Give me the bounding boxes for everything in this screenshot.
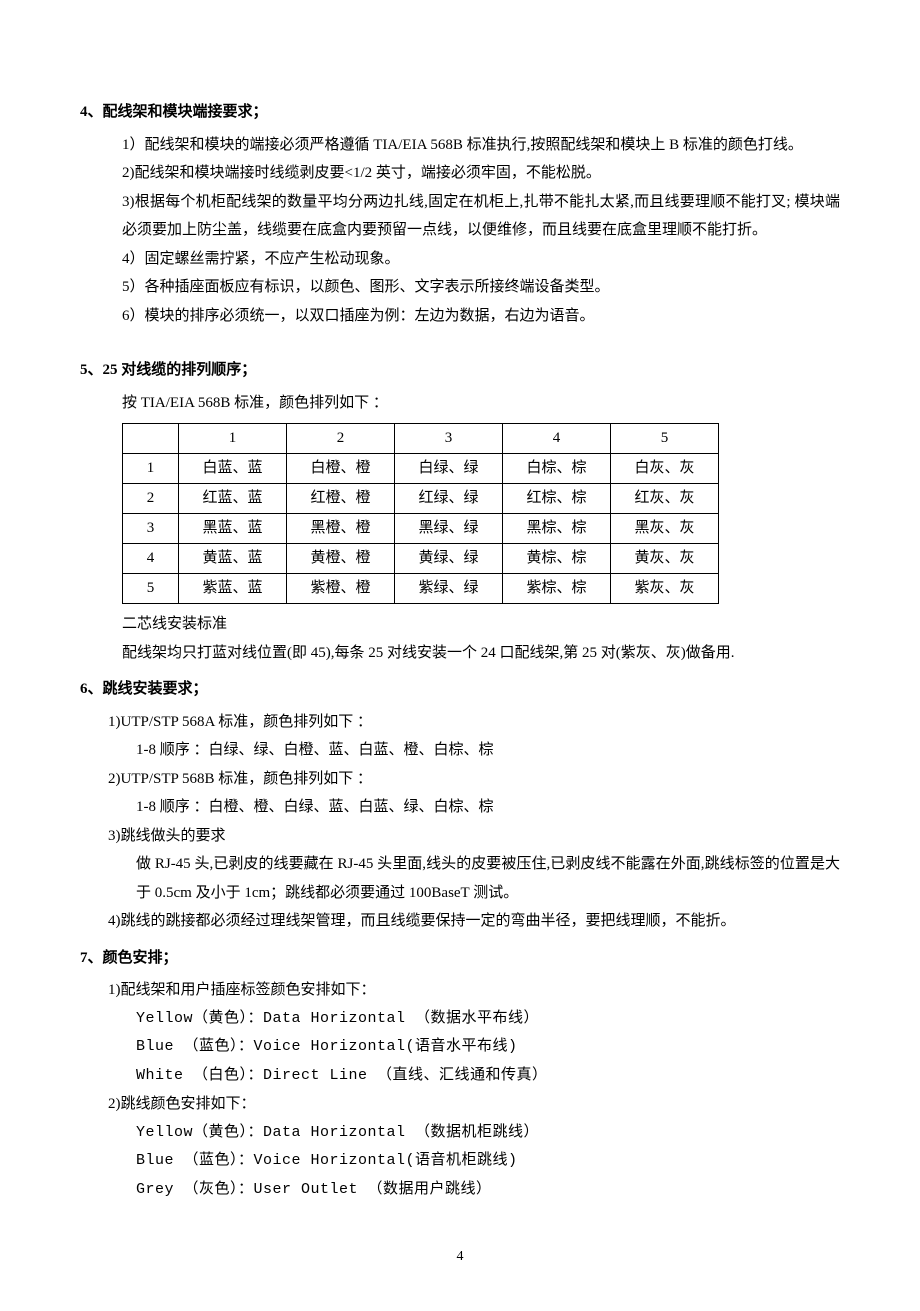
section-7-item: Blue （蓝色）：Voice Horizontal(语音机柜跳线) [136,1147,840,1176]
section-7-item: Grey （灰色）：User Outlet （数据用户跳线） [136,1176,840,1205]
section-6-item: 1-8 顺序 ：白绿、绿、白橙、蓝、白蓝、橙、白棕、棕 [136,736,840,765]
table-cell: 红棕、棕 [503,484,611,514]
section-5-heading: 5、25 对线缆的排列顺序； [80,356,840,385]
section-7-heading: 7、颜色安排； [80,944,840,973]
table-cell: 白橙、橙 [287,454,395,484]
section-7-item: Yellow（黄色）：Data Horizontal （数据机柜跳线） [136,1119,840,1148]
section-4-item: 4）固定螺丝需拧紧，不应产生松动现象。 [122,245,840,274]
table-header-cell: 3 [395,424,503,454]
page-number: 4 [80,1244,840,1271]
table-cell: 黑绿、绿 [395,514,503,544]
section-6-item: 2)UTP/STP 568B 标准，颜色排列如下 ： [108,765,840,794]
table-cell: 3 [123,514,179,544]
table-cell: 紫棕、棕 [503,574,611,604]
table-cell: 5 [123,574,179,604]
table-cell: 黄棕、棕 [503,544,611,574]
table-header-cell: 1 [179,424,287,454]
section-6-item: 1-8 顺序 ：白橙、橙、白绿、蓝、白蓝、绿、白棕、棕 [136,793,840,822]
table-header-cell: 2 [287,424,395,454]
table-cell: 紫橙、橙 [287,574,395,604]
section-5-intro: 按 TIA/EIA 568B 标准，颜色排列如下 ： [122,389,840,418]
table-cell: 白棕、棕 [503,454,611,484]
table-cell: 黑橙、橙 [287,514,395,544]
table-cell: 黄灰、灰 [611,544,719,574]
section-6-item: 3)跳线做头的要求 [108,822,840,851]
table-cell: 白绿、绿 [395,454,503,484]
table-cell: 紫蓝、蓝 [179,574,287,604]
table-cell: 紫绿、绿 [395,574,503,604]
table-header-cell: 4 [503,424,611,454]
table-cell: 红灰、灰 [611,484,719,514]
section-7-item: Yellow（黄色）：Data Horizontal （数据水平布线） [136,1005,840,1034]
table-cell: 白蓝、蓝 [179,454,287,484]
section-4-item: 1）配线架和模块的端接必须严格遵循 TIA/EIA 568B 标准执行,按照配线… [122,131,840,160]
table-row: 5紫蓝、蓝紫橙、橙紫绿、绿紫棕、棕紫灰、灰 [123,574,719,604]
table-cell: 黑蓝、蓝 [179,514,287,544]
table-cell: 红蓝、蓝 [179,484,287,514]
section-4-item: 6）模块的排序必须统一，以双口插座为例：左边为数据，右边为语音。 [122,302,840,331]
section-7-item: Blue （蓝色）：Voice Horizontal(语音水平布线) [136,1033,840,1062]
color-sequence-table: 12345 1白蓝、蓝白橙、橙白绿、绿白棕、棕白灰、灰2红蓝、蓝红橙、橙红绿、绿… [122,423,719,604]
table-cell: 黑灰、灰 [611,514,719,544]
section-4-item: 2)配线架和模块端接时线缆剥皮要<1/2 英寸，端接必须牢固，不能松脱。 [122,159,840,188]
table-row: 1白蓝、蓝白橙、橙白绿、绿白棕、棕白灰、灰 [123,454,719,484]
section-7-item: 1)配线架和用户插座标签颜色安排如下： [108,976,840,1005]
table-cell: 红绿、绿 [395,484,503,514]
section-7-item: White （白色）：Direct Line （直线、汇线通和传真） [136,1062,840,1091]
table-cell: 2 [123,484,179,514]
table-cell: 白灰、灰 [611,454,719,484]
table-cell: 紫灰、灰 [611,574,719,604]
table-row: 3黑蓝、蓝黑橙、橙黑绿、绿黑棕、棕黑灰、灰 [123,514,719,544]
section-6-item: 1)UTP/STP 568A 标准，颜色排列如下 ： [108,708,840,737]
table-header-cell: 5 [611,424,719,454]
section-6-item: 做 RJ-45 头,已剥皮的线要藏在 RJ-45 头里面,线头的皮要被压住,已剥… [136,850,840,907]
table-cell: 黄橙、橙 [287,544,395,574]
section-5-after-line: 二芯线安装标准 [122,610,840,639]
section-4-item: 3)根据每个机柜配线架的数量平均分两边扎线,固定在机柜上,扎带不能扎太紧,而且线… [122,188,840,245]
section-5-after-line: 配线架均只打蓝对线位置(即 45),每条 25 对线安装一个 24 口配线架,第… [122,639,840,668]
table-cell: 黄蓝、蓝 [179,544,287,574]
section-7-item: 2)跳线颜色安排如下： [108,1090,840,1119]
table-cell: 黄绿、绿 [395,544,503,574]
section-4-heading: 4、配线架和模块端接要求； [80,98,840,127]
section-4-item: 5）各种插座面板应有标识，以颜色、图形、文字表示所接终端设备类型。 [122,273,840,302]
section-6-heading: 6、跳线安装要求； [80,675,840,704]
table-cell: 黑棕、棕 [503,514,611,544]
table-cell: 1 [123,454,179,484]
section-6-item: 4)跳线的跳接都必须经过理线架管理，而且线缆要保持一定的弯曲半径，要把线理顺，不… [108,907,840,936]
table-cell: 红橙、橙 [287,484,395,514]
table-cell: 4 [123,544,179,574]
table-row: 2红蓝、蓝红橙、橙红绿、绿红棕、棕红灰、灰 [123,484,719,514]
table-header-cell [123,424,179,454]
table-row: 4黄蓝、蓝黄橙、橙黄绿、绿黄棕、棕黄灰、灰 [123,544,719,574]
